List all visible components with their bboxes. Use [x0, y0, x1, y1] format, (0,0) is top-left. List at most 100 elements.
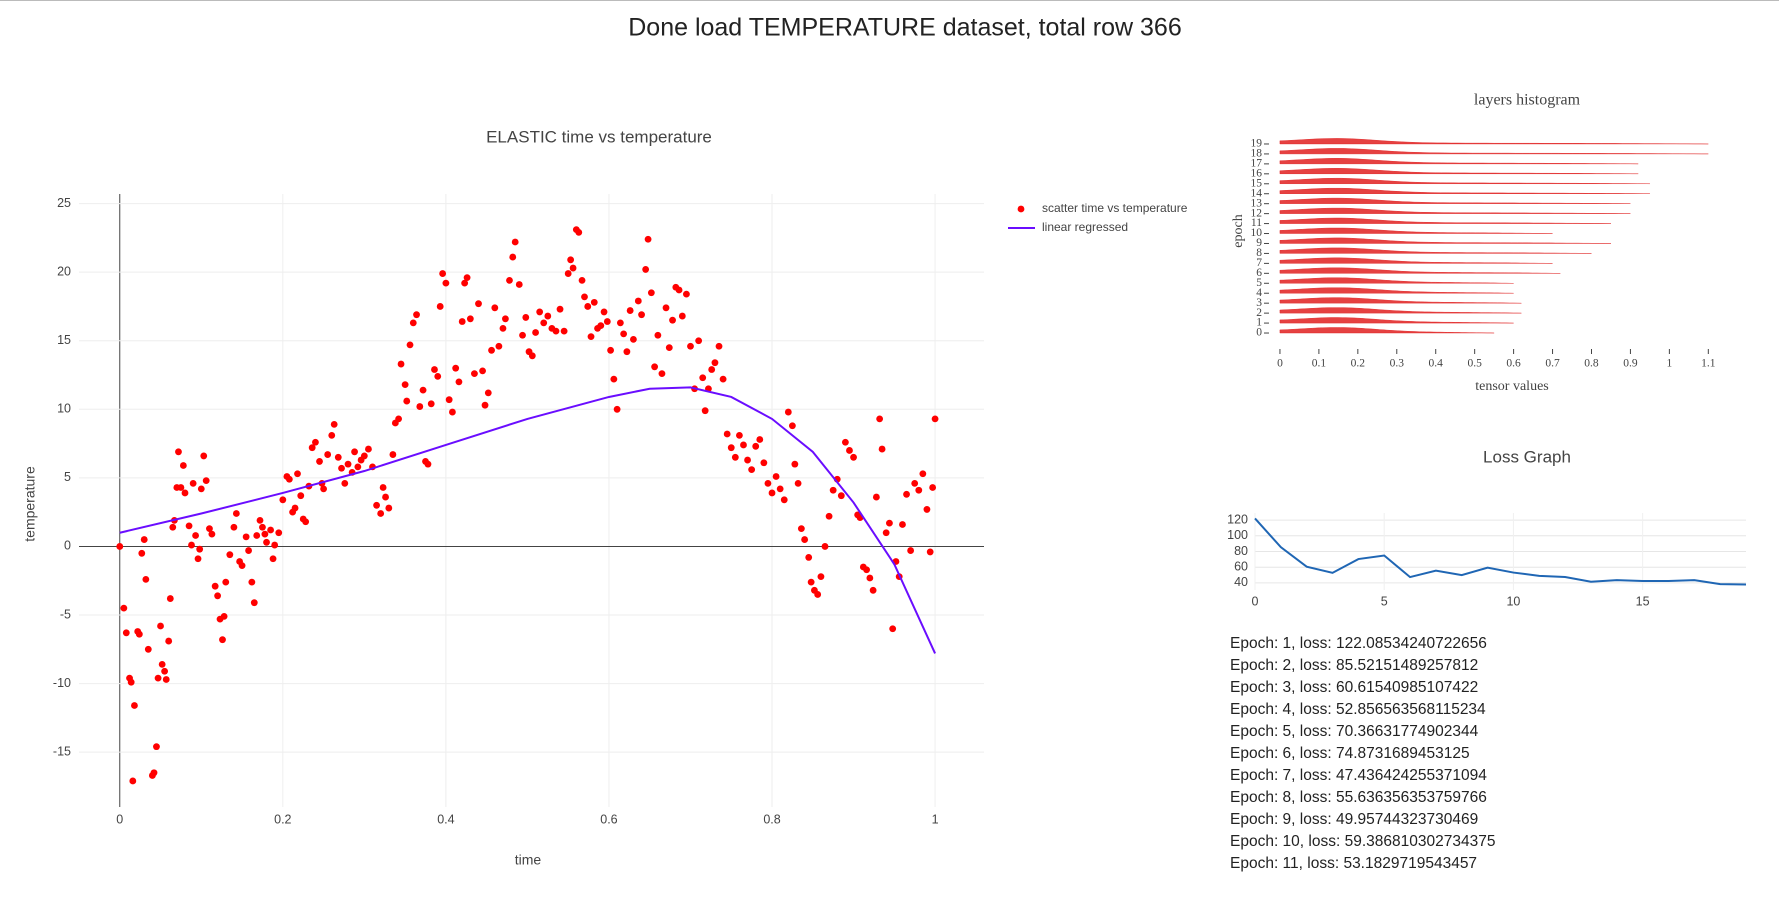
scatter-point — [889, 625, 897, 633]
scatter-point — [807, 578, 815, 586]
scatter-point — [719, 375, 727, 383]
log-line: Epoch: 5, loss: 70.36631774902344 — [1230, 723, 1479, 740]
y-axis-label: temperature — [22, 466, 38, 542]
scatter-point — [196, 545, 204, 553]
ridge — [1279, 307, 1522, 314]
y-tick-label: 12 — [1251, 207, 1263, 219]
scatter-point — [269, 555, 277, 563]
scatter-point — [424, 460, 432, 468]
y-tick-label: 40 — [1234, 575, 1248, 589]
scatter-point — [634, 297, 642, 305]
scatter-point — [597, 322, 605, 330]
scatter-point — [194, 555, 202, 563]
x-tick-label: 0.3 — [1390, 358, 1405, 370]
regression-line — [119, 386, 936, 654]
x-tick-label: 0.5 — [1467, 358, 1482, 370]
scatter-point — [185, 522, 193, 530]
scatter-point — [192, 532, 199, 539]
scatter-point — [499, 324, 507, 332]
scatter-point — [165, 637, 173, 645]
x-tick-label: 0.8 — [763, 812, 780, 826]
scatter-point — [744, 456, 751, 464]
y-tick-label: 16 — [1251, 167, 1263, 179]
ridge — [1279, 168, 1639, 175]
scatter-point — [481, 401, 489, 409]
scatter-point — [230, 523, 238, 531]
scatter-point — [687, 342, 694, 350]
scatter-point — [841, 438, 849, 446]
scatter-point — [764, 479, 772, 487]
x-tick-label: 0.8 — [1584, 358, 1599, 370]
x-tick-label: 0.6 — [1506, 358, 1521, 370]
scatter-point — [250, 599, 258, 607]
log-line: Epoch: 9, loss: 49.95744323730469 — [1230, 811, 1479, 828]
scatter-point — [385, 504, 393, 512]
scatter-point — [911, 479, 919, 487]
scatter-point — [651, 363, 659, 371]
scatter-point — [312, 438, 319, 446]
ridge — [1279, 277, 1514, 284]
ridge — [1279, 178, 1651, 185]
scatter-point — [590, 298, 598, 306]
ridge — [1279, 207, 1631, 214]
y-tick-label: 2 — [1256, 307, 1262, 319]
scatter-point — [509, 253, 517, 261]
scatter-point — [316, 458, 323, 465]
scatter-point — [324, 451, 332, 458]
scatter-point — [715, 342, 723, 350]
ridge — [1279, 197, 1631, 204]
scatter-point — [211, 582, 219, 590]
scatter-point — [731, 453, 739, 461]
scatter-point — [397, 360, 405, 368]
y-tick-label: 6 — [1256, 267, 1262, 279]
scatter-point — [302, 518, 310, 526]
scatter-point — [850, 453, 857, 461]
scatter-point — [791, 460, 799, 468]
scatter-point — [449, 408, 456, 416]
y-tick-label: 0 — [64, 539, 71, 553]
scatter-point — [695, 337, 703, 345]
y-tick-label: -10 — [53, 676, 71, 690]
scatter-point — [575, 228, 583, 236]
scatter-point — [226, 551, 234, 559]
scatter-point — [866, 574, 874, 582]
scatter-point — [144, 645, 152, 653]
scatter-point — [406, 341, 414, 349]
scatter-point — [263, 538, 270, 546]
scatter-point — [458, 318, 466, 325]
y-tick-label: 80 — [1234, 544, 1248, 558]
scatter-point — [436, 303, 444, 310]
y-tick-label: 25 — [57, 196, 71, 210]
scatter-point — [569, 264, 577, 272]
scatter-point — [351, 448, 358, 456]
scatter-point — [610, 375, 618, 383]
scatter-point — [556, 305, 564, 313]
scatter-point — [127, 678, 135, 686]
scatter-point — [377, 510, 385, 517]
scatter-point — [784, 408, 792, 416]
scatter-point — [219, 636, 226, 644]
scatter-point — [502, 315, 509, 323]
scatter-point — [484, 389, 492, 397]
legend-marker — [1017, 205, 1025, 213]
x-tick-label: 15 — [1636, 594, 1650, 608]
scatter-point — [379, 484, 387, 491]
scatter-point — [678, 312, 686, 320]
scatter-point — [413, 311, 420, 319]
y-tick-label: 5 — [1256, 277, 1262, 289]
scatter-point — [699, 374, 707, 382]
ridge — [1279, 267, 1561, 274]
scatter-point — [158, 660, 166, 668]
ridgeline-chart: 0 0.1 0.2 0.3 0.4 0.5 0.6 0.7 0.8 0.9 1 1.101234567… — [1251, 138, 1716, 370]
scatter-point — [202, 477, 210, 485]
scatter-point — [915, 486, 923, 494]
scatter-point — [506, 276, 513, 284]
scatter-point — [540, 319, 548, 327]
scatter-point — [899, 521, 906, 528]
scatter-point — [354, 463, 362, 471]
y-tick-label: 3 — [1256, 297, 1262, 309]
y-tick-label: 14 — [1251, 187, 1263, 199]
scatter-point — [267, 526, 274, 534]
ridge — [1279, 317, 1514, 324]
